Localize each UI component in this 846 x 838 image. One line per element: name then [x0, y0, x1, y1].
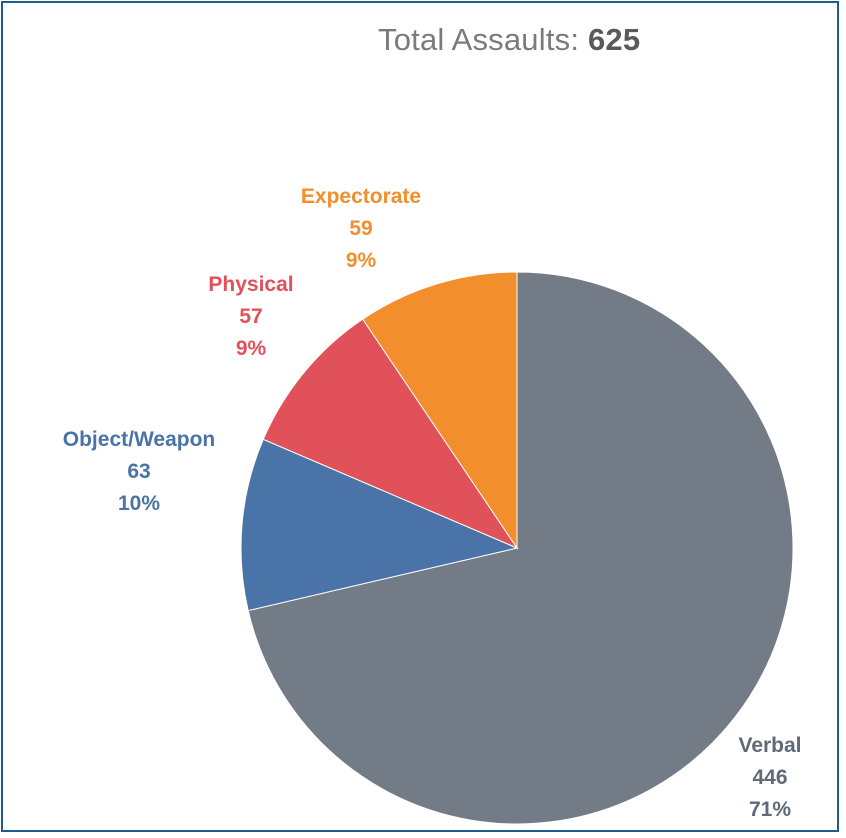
- slice-label-object-weapon: Object/Weapon 63 10%: [63, 428, 215, 515]
- slice-label-name: Verbal: [738, 734, 801, 757]
- title-total-value: 625: [587, 22, 641, 57]
- slice-label-value: 57: [239, 305, 262, 328]
- slice-label-verbal: Verbal 446 71%: [738, 734, 801, 821]
- slice-label-value: 446: [752, 766, 787, 789]
- slice-label-percent: 71%: [749, 798, 791, 821]
- slice-label-percent: 9%: [236, 337, 267, 360]
- slice-label-value: 63: [127, 460, 150, 483]
- slice-label-percent: 9%: [346, 249, 377, 272]
- slice-label-name: Physical: [208, 273, 293, 296]
- slice-label-expectorate: Expectorate 59 9%: [301, 185, 421, 272]
- slice-label-value: 59: [349, 217, 372, 240]
- slice-label-physical: Physical 57 9%: [208, 273, 293, 360]
- pie-slice-expectorate[interactable]: [362, 271, 518, 550]
- chart-title: Total Assaults: 625: [378, 22, 640, 58]
- pie-slice-verbal[interactable]: [247, 271, 794, 825]
- slice-label-name: Expectorate: [301, 185, 421, 208]
- pie-slice-physical[interactable]: [262, 318, 519, 550]
- slice-label-name: Object/Weapon: [63, 428, 215, 451]
- pie-slice-object-weapon[interactable]: [240, 438, 519, 612]
- slice-label-percent: 10%: [118, 492, 160, 515]
- title-prefix: Total Assaults:: [378, 22, 588, 57]
